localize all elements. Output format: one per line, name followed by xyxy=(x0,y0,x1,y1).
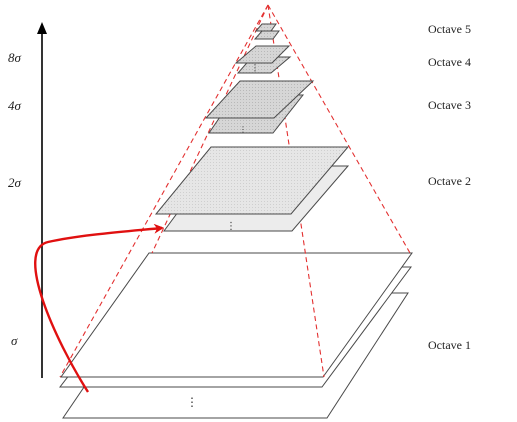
dashed-line-right-outer xyxy=(267,4,411,254)
scale-label-4sigma: 4σ xyxy=(8,98,22,113)
octave-4-label: Octave 4 xyxy=(428,55,471,69)
scale-label-2sigma: 2σ xyxy=(8,175,22,190)
octave-1-ellipsis: ⋮ xyxy=(186,395,198,409)
octave-2-ellipsis: ⋮ xyxy=(226,221,236,232)
octave-3-label: Octave 3 xyxy=(428,98,471,112)
octave-3-layer-top xyxy=(204,80,315,119)
dashed-line-left-outer xyxy=(59,4,269,378)
octave-4-layer-top xyxy=(234,45,291,64)
downsample-arrow xyxy=(34,223,164,393)
octave-5-layer-top xyxy=(254,23,277,32)
octave-2-label: Octave 2 xyxy=(428,174,471,188)
octave-1-label: Octave 1 xyxy=(428,338,471,352)
octave-1-stack: ⋮ xyxy=(58,252,413,419)
octave-4-stack xyxy=(234,45,292,74)
octave-5-label: Octave 5 xyxy=(428,22,471,36)
scale-label-sigma: σ xyxy=(11,333,18,348)
octave-2-layer-top xyxy=(154,146,350,215)
octave-5-layer-bottom xyxy=(253,30,280,40)
octave-3-stack: ⋮ xyxy=(204,80,315,134)
octave-5-stack xyxy=(253,23,280,40)
scale-label-8sigma: 8σ xyxy=(8,50,22,65)
octave-1-layer-top xyxy=(60,252,413,378)
octave-2-stack: ⋮ xyxy=(154,146,350,232)
scale-axis-arrowhead xyxy=(37,22,47,34)
octave-3-ellipsis: ⋮ xyxy=(239,125,247,134)
dashed-line-left-inner xyxy=(151,4,269,254)
